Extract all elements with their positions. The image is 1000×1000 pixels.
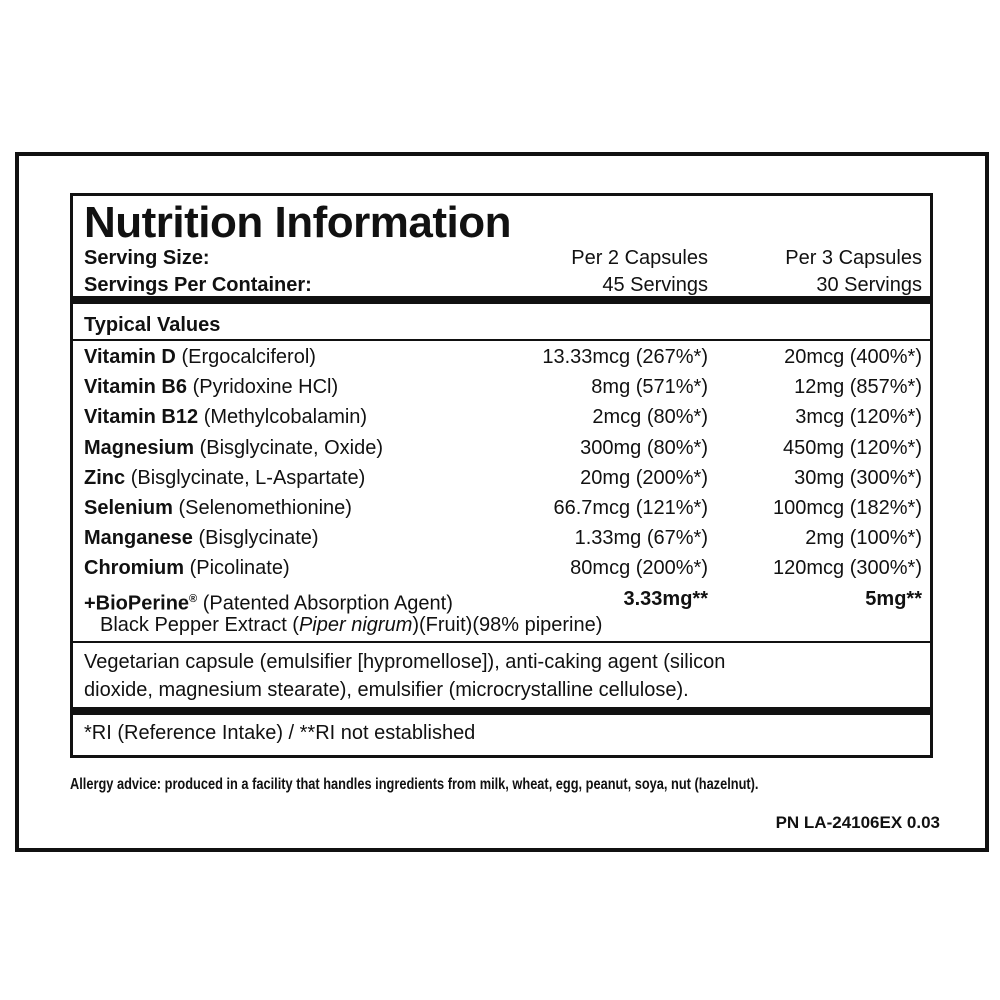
nutrient-row: Selenium (Selenomethionine) xyxy=(84,496,352,520)
text: Piper nigrum xyxy=(298,614,413,636)
footnote: *RI (Reference Intake) / **RI not establ… xyxy=(84,722,476,744)
sub-line: Black Pepper Extract (Piper nigrum)(Frui… xyxy=(100,613,602,637)
nutrient-name: +BioPerine xyxy=(84,592,190,615)
rule xyxy=(73,641,930,643)
nutrient-row: Vitamin D (Ergocalciferol) xyxy=(84,345,316,369)
registered-mark: ® xyxy=(189,592,198,605)
amount: 3mcg (120%*) xyxy=(795,406,922,429)
thick-rule xyxy=(73,707,930,715)
amount: 13.33mcg (267%*) xyxy=(542,346,708,368)
nutrient-detail: (Patented Absorption Agent) xyxy=(202,592,453,615)
amount: 450mg (120%*) xyxy=(783,436,922,459)
nutrient-detail: (Bisglycinate, L-Aspartate) xyxy=(130,466,366,489)
nutrient-name: Manganese xyxy=(84,527,193,550)
nutrient-row: +BioPerine® (Patented Absorption Agent) xyxy=(84,587,453,615)
nutrient-detail: (Picolinate) xyxy=(189,557,290,580)
title: Nutrition Information xyxy=(84,198,512,247)
ingredients-line: dioxide, magnesium stearate), emulsifier… xyxy=(84,679,689,701)
nutrient-row: Magnesium (Bisglycinate, Oxide) xyxy=(84,436,383,460)
serving-label: Servings Per Container: xyxy=(84,274,312,296)
nutrient-name: Vitamin D xyxy=(84,346,176,368)
nutrient-detail: (Selenomethionine) xyxy=(178,497,352,519)
amount: 66.7mcg (121%*) xyxy=(553,497,708,519)
nutrient-row: Manganese (Bisglycinate) xyxy=(84,526,319,550)
nutrient-name: Chromium xyxy=(84,557,184,580)
amount: 300mg (80%*) xyxy=(580,436,708,459)
amount: 20mcg (400%*) xyxy=(784,346,922,368)
text: Black Pepper Extract ( xyxy=(100,614,299,636)
nutrient-name: Selenium xyxy=(84,497,173,519)
outer-border xyxy=(15,152,989,852)
nutrient-detail: (Methylcobalamin) xyxy=(203,406,368,429)
amount: 30mg (300%*) xyxy=(794,466,922,489)
allergy-advice: Allergy advice: produced in a facility t… xyxy=(70,776,759,793)
amount: 12mg (857%*) xyxy=(794,376,922,399)
nutrient-row: Vitamin B12 (Methylcobalamin) xyxy=(84,405,367,429)
nutrient-detail: (Ergocalciferol) xyxy=(181,346,316,368)
amount: 20mg (200%*) xyxy=(580,466,708,489)
serving-value: Per 3 Capsules xyxy=(785,247,922,269)
amount: 120mcg (300%*) xyxy=(773,557,922,580)
nutrient-name: Zinc xyxy=(84,466,126,489)
amount: 5mg** xyxy=(865,587,922,610)
nutrient-row: Zinc (Bisglycinate, L-Aspartate) xyxy=(84,466,365,490)
serving-value: Per 2 Capsules xyxy=(571,247,708,269)
nutrient-name: Magnesium xyxy=(84,436,195,459)
thick-rule xyxy=(73,296,930,304)
product-code: PN LA-24106EX 0.03 xyxy=(775,813,940,832)
ingredients-line: Vegetarian capsule (emulsifier [hypromel… xyxy=(84,651,726,673)
amount: 2mg (100%*) xyxy=(805,527,922,550)
amount: 2mcg (80%*) xyxy=(592,406,708,429)
nutrient-row: Vitamin B6 (Pyridoxine HCl) xyxy=(84,375,338,399)
amount: 80mcg (200%*) xyxy=(570,557,708,580)
serving-value: 30 Servings xyxy=(816,274,922,296)
serving-value: 45 Servings xyxy=(602,274,708,296)
text: )(Fruit)(98% piperine) xyxy=(412,614,603,636)
nutrient-row: Chromium (Picolinate) xyxy=(84,556,290,580)
table-border xyxy=(70,193,933,758)
table-heading: Typical Values xyxy=(84,314,221,336)
nutrient-detail: (Bisglycinate, Oxide) xyxy=(199,436,383,459)
amount: 3.33mg** xyxy=(623,587,709,610)
amount: 8mg (571%*) xyxy=(591,376,708,399)
rule xyxy=(73,339,930,341)
serving-label: Serving Size: xyxy=(84,247,210,269)
amount: 1.33mg (67%*) xyxy=(574,527,708,550)
nutrient-detail: (Bisglycinate) xyxy=(198,527,319,550)
amount: 100mcg (182%*) xyxy=(773,497,922,519)
nutrient-name: Vitamin B12 xyxy=(84,406,199,429)
nutrient-name: Vitamin B6 xyxy=(84,376,187,399)
nutrient-detail: (Pyridoxine HCl) xyxy=(192,376,339,399)
